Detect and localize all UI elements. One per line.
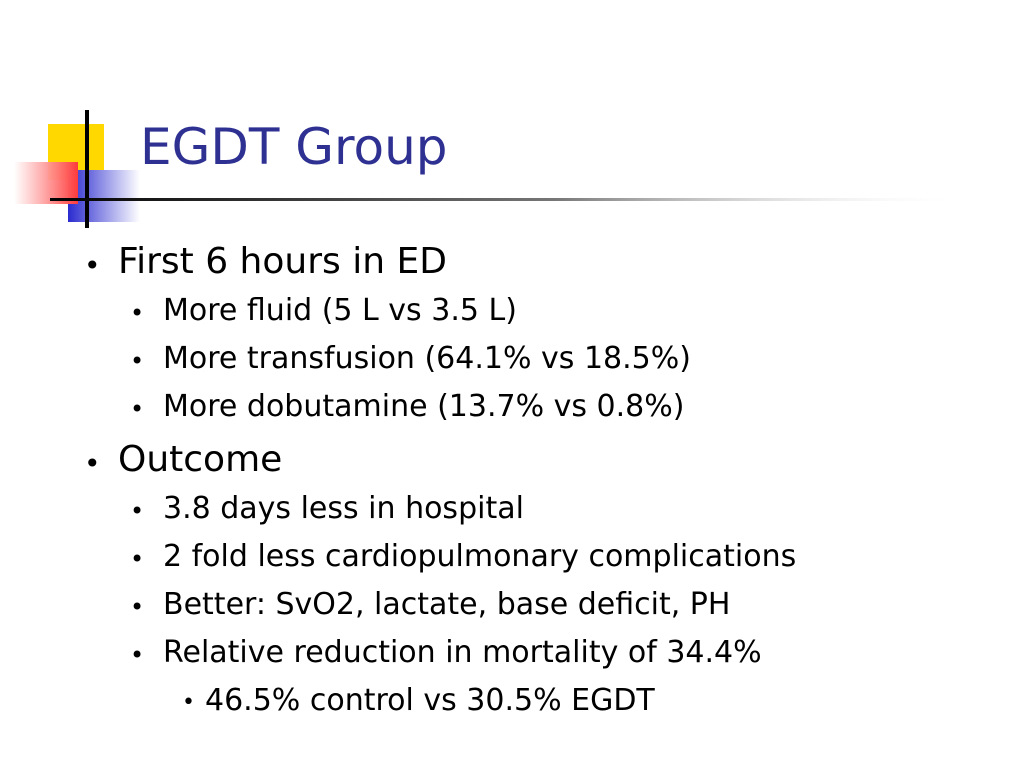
bullet-dot: • xyxy=(84,447,101,480)
bullet-text: More dobutamine (13.7% vs 0.8%) xyxy=(163,389,685,424)
logo-vertical-line xyxy=(85,110,89,228)
bullet-dot: • xyxy=(130,347,145,375)
slide-title: EGDT Group xyxy=(140,118,448,176)
bullet-text: More fluid (5 L vs 3.5 L) xyxy=(163,293,517,328)
title-underline xyxy=(50,198,970,201)
logo-red-square xyxy=(14,162,78,204)
bullet-text: 3.8 days less in hospital xyxy=(163,491,524,526)
bullet-dot: • xyxy=(130,497,145,525)
bullet-text: 46.5% control vs 30.5% EGDT xyxy=(205,683,655,718)
bullet-text: First 6 hours in ED xyxy=(118,241,447,282)
bullet-text: Relative reduction in mortality of 34.4% xyxy=(163,635,762,670)
bullet-dot: • xyxy=(130,545,145,573)
bullet-dot: • xyxy=(182,690,195,715)
bullet-dot: • xyxy=(130,641,145,669)
bullet-text: Outcome xyxy=(118,439,283,480)
bullet-dot: • xyxy=(84,249,101,282)
slide-decoration-logo xyxy=(14,110,970,228)
bullet-dot: • xyxy=(130,299,145,327)
bullet-text: 2 fold less cardiopulmonary complication… xyxy=(163,539,797,574)
bullet-dot: • xyxy=(130,395,145,423)
bullet-text: More transfusion (64.1% vs 18.5%) xyxy=(163,341,691,376)
bullet-dot: • xyxy=(130,593,145,621)
bullet-text: Better: SvO2, lactate, base deficit, PH xyxy=(163,587,731,622)
logo-blue-square xyxy=(68,170,140,222)
